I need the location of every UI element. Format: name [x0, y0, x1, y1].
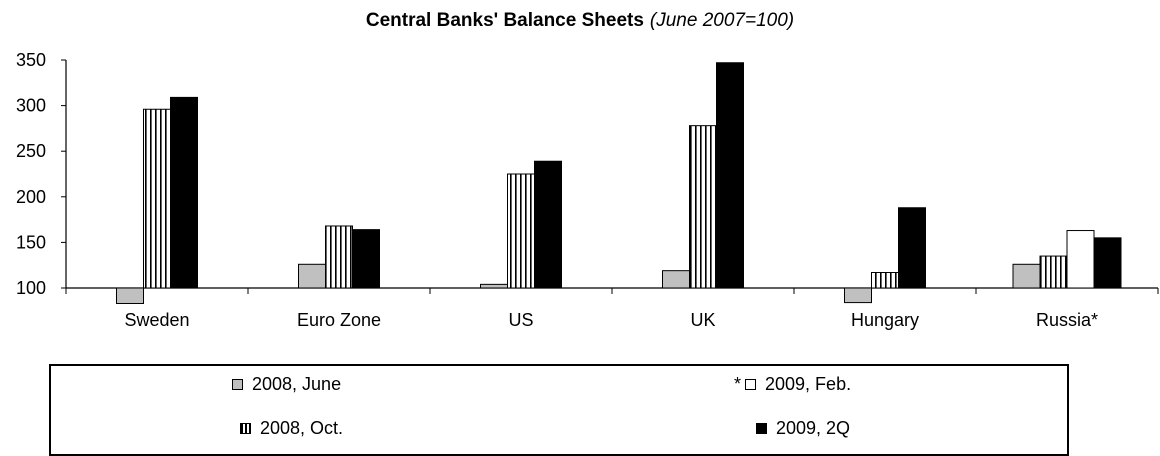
bar-2008-june: [116, 287, 144, 305]
chart-title-main: Central Banks' Balance Sheets: [365, 10, 644, 31]
bar-2008-oct: [871, 271, 899, 289]
chart-subtitle: (June 2007=100): [649, 10, 795, 31]
x-tick-label: Russia*: [1036, 310, 1098, 330]
legend-swatch-white: [745, 379, 757, 390]
bar-chart: 100 150 200 250 300 350 Sweden Euro Zone US UK Hun…: [16, 50, 1159, 330]
y-tick-label: 150: [16, 232, 46, 252]
y-tick-label: 350: [16, 50, 46, 70]
bar-2008-june: [662, 270, 690, 289]
x-tick-label: US: [508, 310, 533, 330]
x-tick-label: Hungary: [851, 310, 919, 330]
y-tick-label: 100: [16, 278, 46, 298]
bar-2009-2q: [170, 96, 198, 289]
y-tick-label: 250: [16, 141, 46, 161]
bar-2009-2q: [534, 160, 562, 289]
bar-2009-2q: [898, 207, 926, 289]
bar-2008-oct: [689, 125, 717, 289]
bar-2009-2q: [1093, 237, 1122, 289]
y-tick-label: 200: [16, 187, 46, 207]
bar-2008-oct: [507, 173, 535, 289]
bar-2008-june: [298, 263, 326, 289]
chart-legend: 2008, June 2008, Oct. * 2009, Feb. 2009,…: [49, 364, 1069, 456]
chart-title: Central Banks' Balance Sheets (June 2007=…: [0, 10, 1160, 32]
legend-item-2008-june: 2008, June: [232, 374, 341, 395]
bar-2008-june: [480, 283, 508, 289]
legend-item-2009-2q: 2009, 2Q: [756, 418, 850, 439]
x-tick-label: UK: [690, 310, 715, 330]
bar-2009-2q: [716, 62, 744, 289]
legend-item-2008-oct: 2008, Oct.: [240, 418, 343, 439]
x-tick-label: Euro Zone: [297, 310, 381, 330]
x-tick-label: Sweden: [124, 310, 189, 330]
legend-swatch-black: [756, 423, 767, 434]
legend-asterisk: *: [734, 374, 742, 394]
bar-2008-june: [1012, 263, 1041, 289]
bar-2009-feb: [1066, 230, 1095, 289]
bar-2008-oct: [1039, 255, 1068, 289]
bar-2008-june: [844, 287, 872, 304]
bar-2008-oct: [143, 108, 171, 289]
legend-label: 2008, June: [252, 374, 342, 394]
legend-label: 2009, 2Q: [776, 418, 851, 438]
bar-2008-oct: [325, 225, 353, 289]
legend-label: 2008, Oct.: [260, 418, 344, 438]
y-tick-label: 300: [16, 96, 46, 116]
legend-swatch-gray: [232, 379, 243, 390]
legend-item-2009-feb: * 2009, Feb.: [734, 374, 851, 395]
legend-label: 2009, Feb.: [765, 374, 852, 394]
bar-2009-2q: [352, 229, 380, 289]
legend-swatch-striped: [240, 423, 251, 434]
